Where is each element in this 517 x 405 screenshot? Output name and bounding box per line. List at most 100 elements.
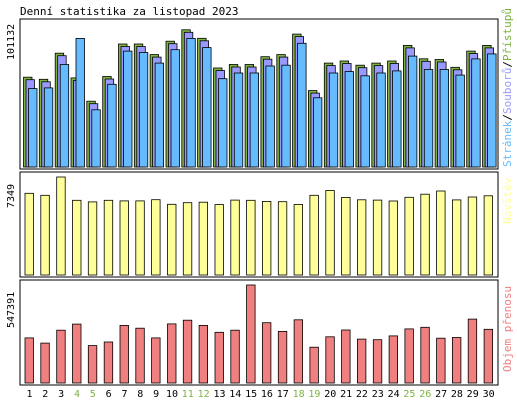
x-tick-label: 24 [388,389,400,400]
bar-stranek [376,72,386,168]
bar-navstev [103,199,114,276]
bar-navstev [151,199,161,276]
x-tick-label: 19 [308,389,320,400]
legend-separator: / [501,114,514,121]
bar-navstev [483,195,494,276]
bar-stranek [28,88,38,168]
bar-navstev [325,190,335,276]
x-tick-label: 6 [106,389,112,400]
bar-objem [261,322,272,384]
bar-navstev [420,193,430,276]
bar-stranek [43,87,54,168]
bar-stranek [218,78,228,168]
x-tick-label: 18 [293,389,305,400]
bar-objem [420,326,430,384]
bar-navstev [467,196,478,276]
legend-objem: Objem přenosu [501,286,514,372]
mid-panel-frame [19,171,499,278]
bar-navstev [214,204,224,276]
bar-stranek [154,62,165,168]
bar-objem [404,328,414,384]
x-tick-label: 29 [467,389,479,400]
bar-stranek [91,109,101,168]
bar-stranek [233,72,244,168]
x-tick-label: 28 [451,389,463,400]
bar-objem [56,329,66,384]
bar-navstev [24,192,34,276]
bar-stranek [202,47,212,168]
bar-navstev [246,199,256,276]
x-axis-ticks: 1 2 3 4 5 6 7 8 9 10 11 12 13 14 15 16 17 18 19 20 21 22 23 24 2… [26,389,494,400]
x-tick-label: 12 [198,389,210,400]
bar-stranek [407,55,418,168]
bar-stranek [107,83,117,168]
legend-stranek: Stránek [501,120,514,167]
bar-navstev [451,199,462,276]
top-panel-max-label: 101132 [6,24,17,60]
bar-navstev [293,204,304,276]
bot-panel-max-label: 547391 [6,292,17,328]
bar-navstev [436,190,446,276]
bar-objem [72,323,82,384]
bar-stranek [487,53,497,168]
legend-souboru: Souborů [501,68,514,114]
bar-objem [436,337,446,384]
x-tick-label: 17 [277,389,289,400]
bar-objem [151,337,161,384]
bar-stranek [439,69,450,168]
x-tick-label: 21 [340,389,352,400]
bar-objem [388,335,399,384]
chart-title: Denní statistika za listopad 2023 [20,5,239,18]
x-tick-label: 16 [261,389,273,400]
x-tick-label: 30 [483,389,495,400]
bar-navstev [261,200,272,276]
x-tick-label: 13 [213,389,225,400]
bar-stranek [392,70,402,168]
legend-navstev: Návštěv [501,177,514,224]
bar-navstev [167,203,177,276]
bar-stranek [281,64,291,168]
bar-objem [325,336,335,384]
x-tick-label: 23 [372,389,384,400]
bar-stranek [328,72,339,168]
mid-panel-max-label: 7349 [6,184,17,208]
x-tick-label: 11 [182,389,194,400]
bar-stranek [471,58,481,168]
bar-navstev [404,196,414,276]
bot-panel-frame [19,279,499,386]
bar-objem [214,331,224,384]
bar-navstev [372,199,383,276]
bar-objem [119,324,129,384]
bar-objem [372,339,383,384]
x-tick-label: 2 [42,389,48,400]
bar-stranek [59,64,70,168]
x-tick-label: 15 [245,389,257,400]
top-panel-legend: Stránek/Souborů/Přístupů [501,8,514,167]
x-tick-label: 20 [324,389,336,400]
bar-navstev [309,194,319,276]
bar-navstev [40,194,50,276]
bar-objem [483,328,494,384]
bar-objem [293,319,304,384]
bar-objem [167,323,177,384]
bar-stranek [423,69,434,168]
bar-navstev [72,199,82,276]
bar-navstev [277,201,288,276]
bar-objem [467,318,478,384]
bar-objem [451,337,462,384]
bar-stranek [312,97,323,168]
bar-navstev [356,199,367,276]
bar-stranek [170,49,180,168]
bar-objem [277,330,288,384]
x-tick-label: 1 [26,389,32,400]
bar-stranek [249,72,260,168]
x-tick-label: 3 [58,389,64,400]
bar-navstev [230,199,240,276]
legend-pristupu: Přístupů [501,8,514,61]
bar-stranek [75,38,85,168]
x-tick-label: 26 [419,389,431,400]
bar-objem [40,342,50,384]
x-tick-label: 4 [74,389,80,400]
bar-objem [198,324,209,384]
bar-objem [341,329,351,384]
